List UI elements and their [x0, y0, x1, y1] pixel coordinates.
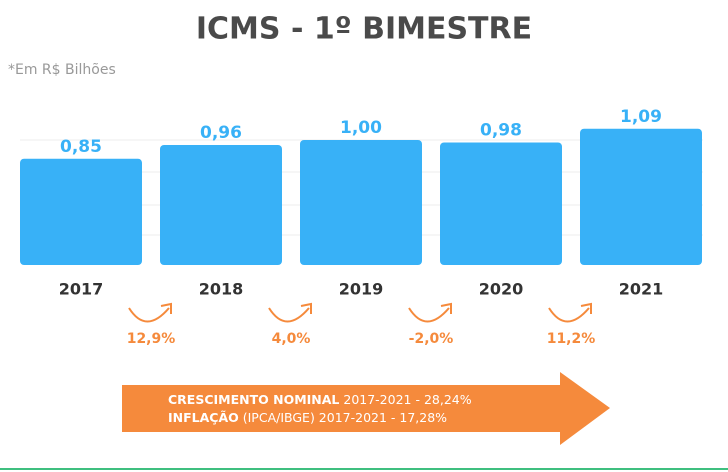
growth-label: 12,9%: [127, 331, 176, 347]
growth-arrow: [548, 307, 590, 323]
bar: [440, 142, 562, 265]
note-bold: CRESCIMENTO NOMINAL: [168, 392, 339, 407]
growth-label: 11,2%: [547, 331, 596, 347]
chart-title: ICMS - 1º BIMESTRE: [196, 12, 532, 47]
x-tick-label: 2019: [339, 280, 384, 299]
x-tick-label: 2021: [619, 280, 664, 299]
x-tick-label: 2018: [199, 280, 244, 299]
x-tick-label: 2020: [479, 280, 524, 299]
note-text: 2017-2021 - 28,24%: [339, 392, 471, 407]
growth-label: -2,0%: [409, 331, 454, 347]
growth-arrowhead: [300, 302, 312, 314]
growth-arrow: [268, 307, 310, 323]
x-tick-label: 2017: [59, 280, 104, 299]
note-bold: INFLAÇÃO: [168, 410, 239, 425]
note-line: INFLAÇÃO (IPCA/IBGE) 2017-2021 - 17,28%: [168, 410, 447, 425]
bar: [20, 158, 142, 265]
value-label: 1,09: [620, 107, 662, 127]
bar: [300, 140, 422, 265]
bar: [160, 145, 282, 265]
value-label: 0,96: [200, 123, 242, 143]
note-line: CRESCIMENTO NOMINAL 2017-2021 - 28,24%: [168, 392, 472, 407]
summary-arrow: [122, 372, 610, 445]
growth-arrowhead: [440, 302, 452, 314]
value-label: 1,00: [340, 118, 382, 138]
growth-arrowhead: [160, 302, 172, 314]
growth-arrow: [128, 307, 170, 323]
bar: [580, 128, 702, 265]
note-text: (IPCA/IBGE) 2017-2021 - 17,28%: [239, 410, 447, 425]
growth-arrow: [408, 307, 450, 323]
chart-subtitle: *Em R$ Bilhões: [8, 62, 116, 78]
value-label: 0,85: [60, 137, 102, 157]
growth-arrowhead: [580, 302, 592, 314]
value-label: 0,98: [480, 121, 522, 141]
growth-label: 4,0%: [272, 331, 311, 347]
